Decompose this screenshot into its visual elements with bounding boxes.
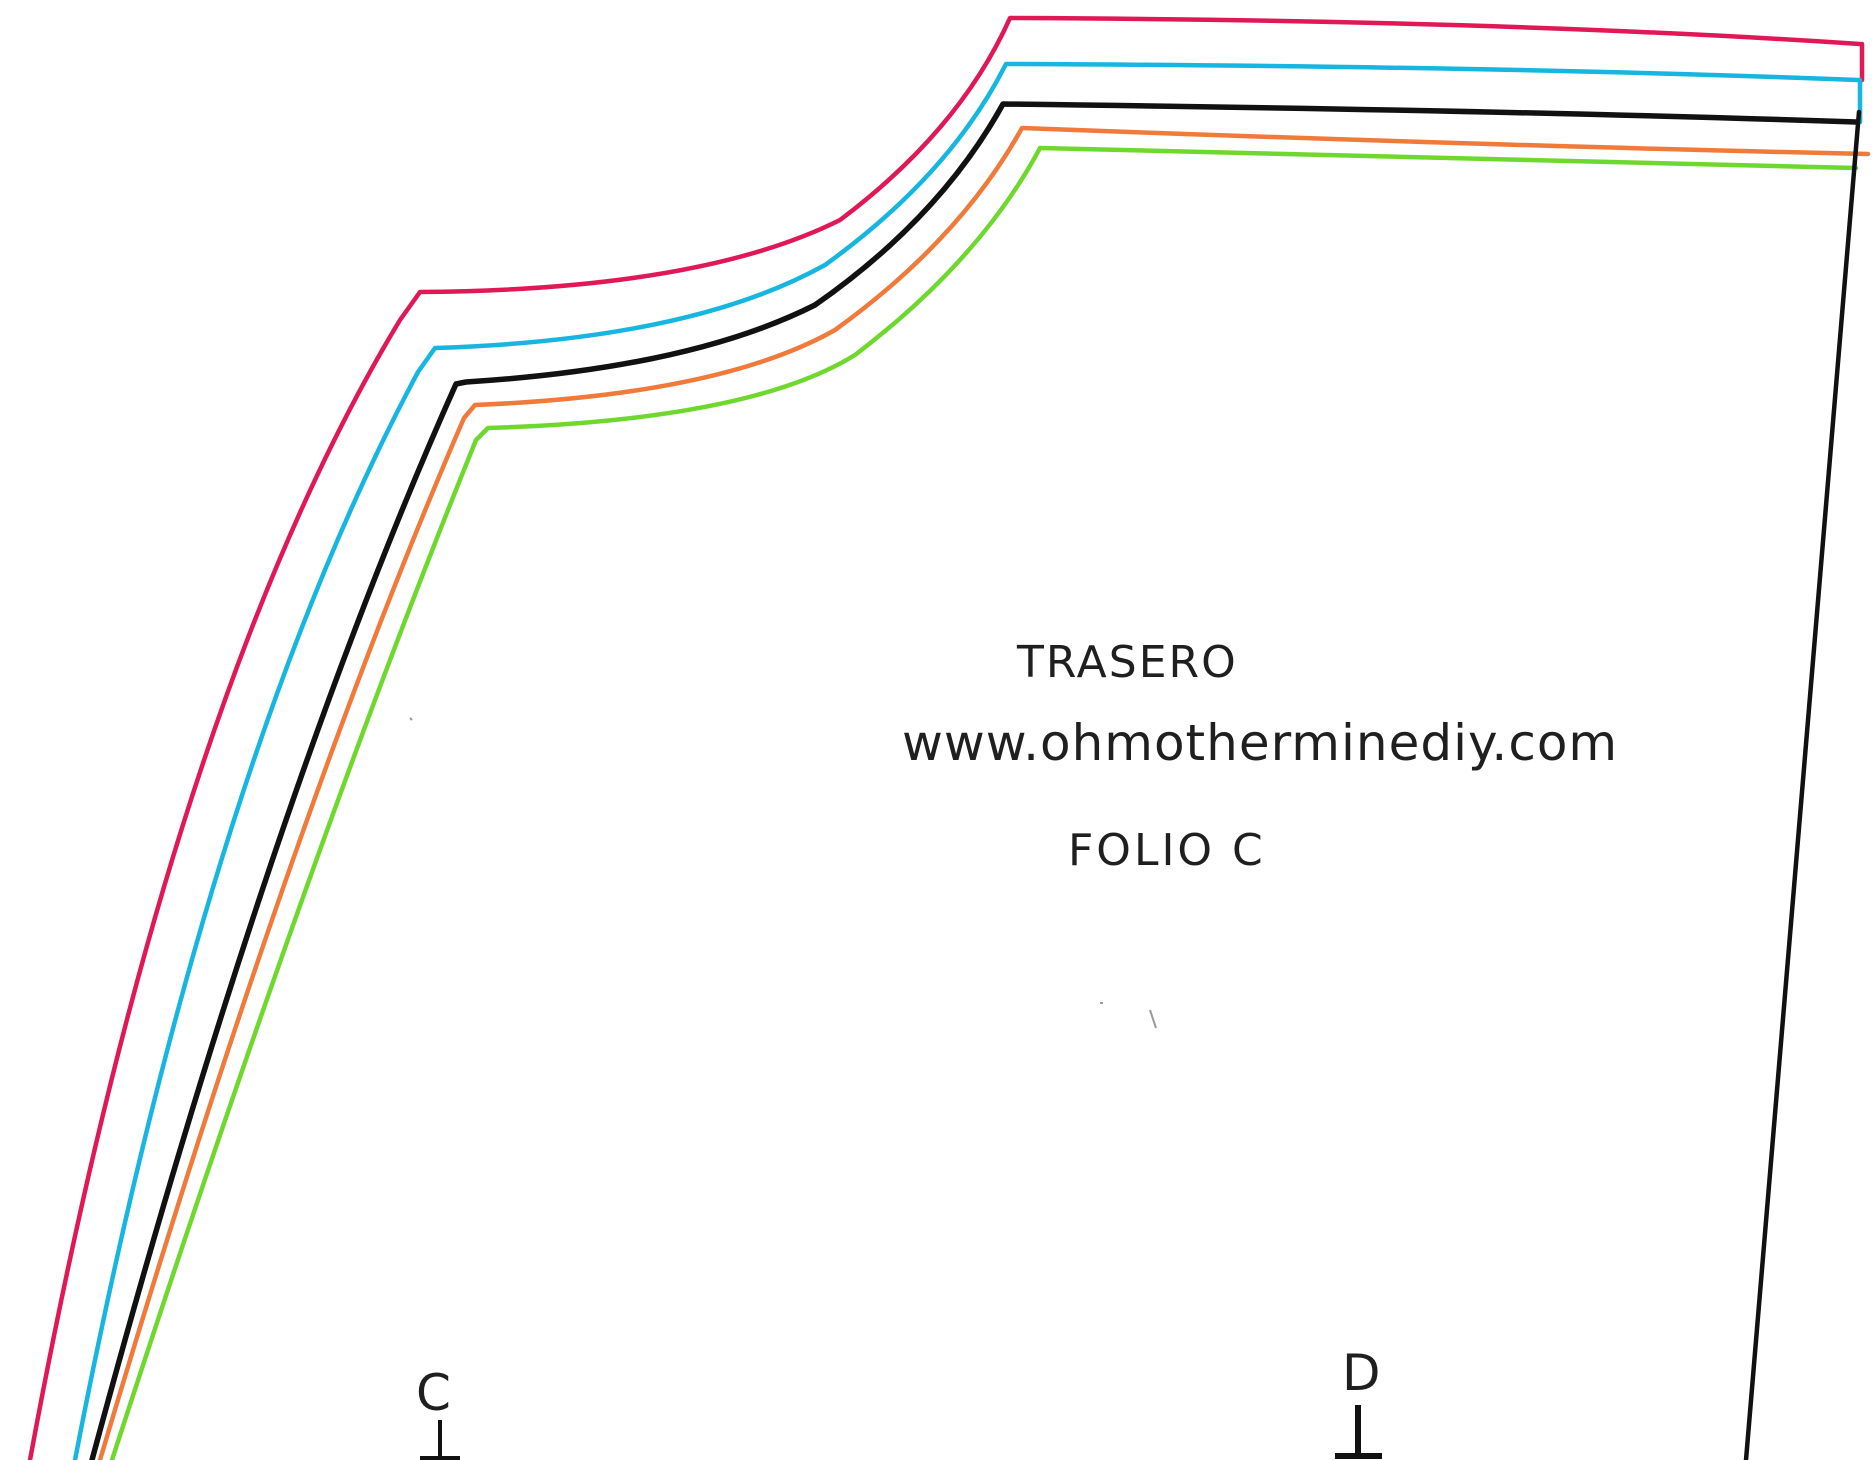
folio-label: FOLIO C (1068, 825, 1266, 876)
center-back-line (1743, 109, 1862, 1460)
size-line-green (109, 145, 1859, 1460)
piece-name-label: TRASERO (1016, 637, 1238, 688)
size-line-black (89, 101, 1859, 1460)
pencil-specks (409, 717, 1157, 1029)
notch-label-c: C (416, 1364, 451, 1422)
size-line-pink (27, 15, 1865, 1460)
notch-label-d: D (1342, 1344, 1381, 1402)
notch-mark-c: C (416, 1364, 460, 1460)
size-line-orange (97, 125, 1871, 1460)
notch-tick-c (420, 1420, 460, 1460)
notch-tick-d (1335, 1405, 1382, 1459)
website-label: www.ohmotherminediy.com (902, 714, 1618, 772)
notch-mark-d: D (1335, 1344, 1382, 1459)
size-cut-lines (27, 15, 1871, 1460)
